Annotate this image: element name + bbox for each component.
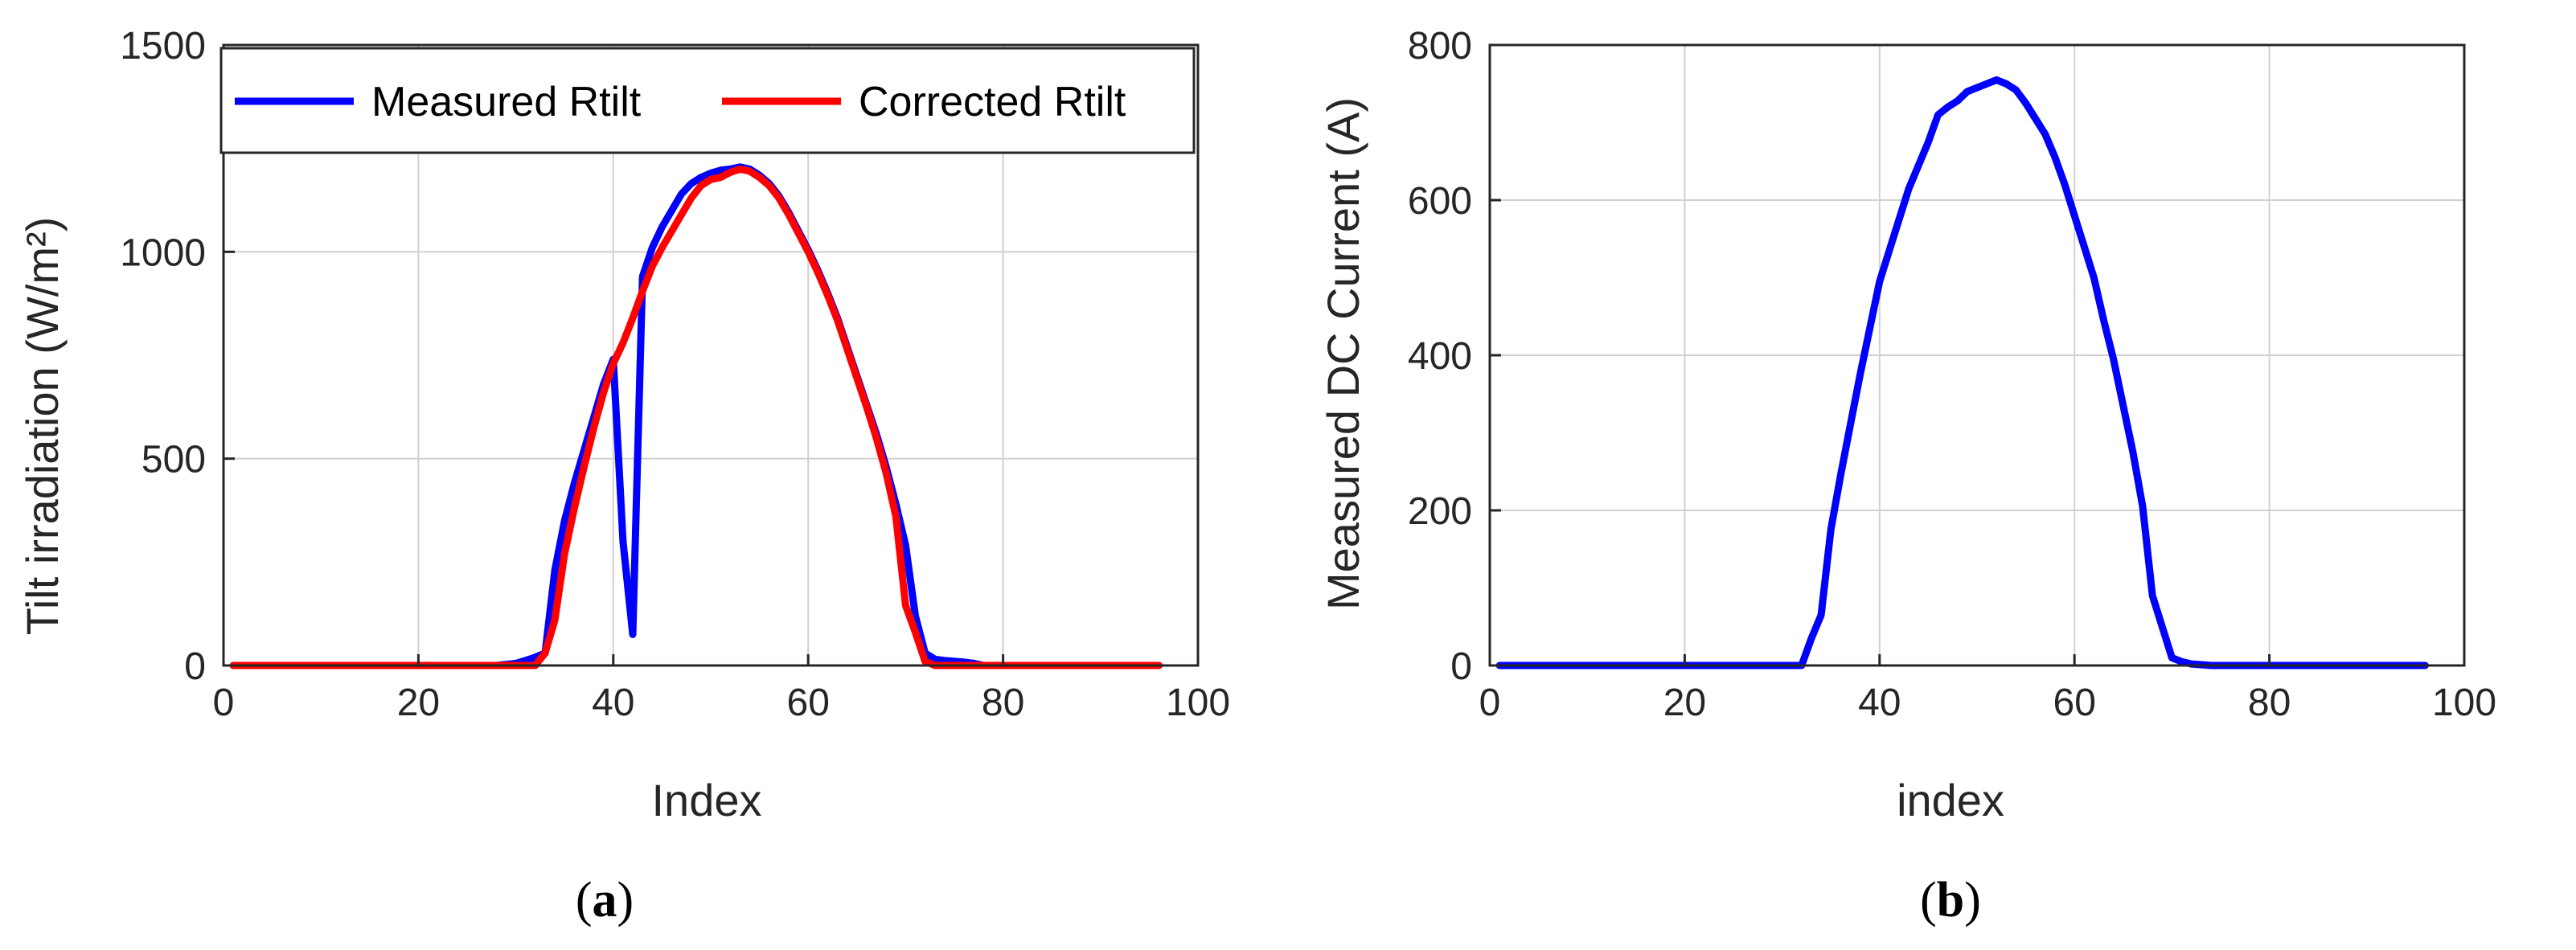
chart-b-caption-close: )	[1964, 873, 1981, 927]
chart-a-x-tick-label: 80	[982, 682, 1024, 724]
chart-a-x-tick-label: 20	[397, 682, 440, 724]
chart-a-caption-open: (	[576, 873, 593, 927]
chart-b-series-0-line	[1495, 76, 2429, 670]
chart-b-ticks: 0 20 40 60 80 100 0 200 400 600 800	[1408, 25, 2496, 724]
legend-box	[219, 47, 1196, 154]
chart-b-x-tick-label: 40	[1858, 682, 1901, 724]
chart-a-x-tick-label: 40	[592, 682, 634, 724]
chart-a-y-tick-label: 500	[142, 439, 206, 481]
legend-label-measured: Measured Rtilt	[371, 79, 642, 125]
chart-a-x-tick-label: 100	[1166, 682, 1230, 724]
chart-b-caption: (b)	[1920, 873, 1981, 927]
chart-b-y-tick-label: 800	[1408, 25, 1472, 68]
chart-a-x-axis-label: Index	[652, 775, 762, 825]
chart-a-y-tick-label: 1000	[120, 231, 206, 274]
legend-label-corrected: Corrected Rtilt	[859, 79, 1126, 125]
chart-a-series-0-line	[229, 163, 1163, 670]
chart-a-caption-letter: a	[593, 873, 617, 927]
chart-b-y-tick-label: 400	[1408, 335, 1472, 378]
chart-b-caption-letter: b	[1937, 873, 1964, 927]
chart-b-grid	[1489, 44, 2465, 666]
chart-a-legend: Measured Rtilt Corrected Rtilt	[219, 47, 1196, 154]
chart-a-y-axis-label: Tilt irradiation (W/m²)	[17, 217, 68, 636]
chart-a-series	[229, 163, 1163, 670]
chart-a-series-1-line	[229, 165, 1163, 670]
chart-a-caption: (a)	[576, 873, 634, 927]
chart-b-x-tick-label: 60	[2053, 682, 2096, 724]
chart-b-y-tick-label: 200	[1408, 490, 1472, 533]
chart-b-x-tick-label: 80	[2248, 682, 2291, 724]
chart-b-y-tick-label: 600	[1408, 180, 1472, 223]
chart-a-plot-frame	[222, 43, 1200, 667]
chart-b-x-tick-label: 20	[1663, 682, 1706, 724]
chart-b-y-axis-label: Measured DC Current (A)	[1318, 97, 1368, 610]
chart-a-x-tick-label: 60	[787, 682, 830, 724]
chart-b-caption-open: (	[1920, 873, 1937, 927]
chart-b-y-tick-label: 0	[1450, 645, 1472, 688]
chart-b-x-tick-label: 100	[2432, 682, 2496, 724]
chart-b-series	[1495, 76, 2429, 670]
chart-a-x-tick-label: 0	[213, 682, 235, 724]
chart-a-y-tick-label: 0	[184, 645, 206, 688]
chart-a-y-tick-label: 1500	[120, 25, 206, 68]
chart-b-x-axis-label: index	[1897, 775, 2004, 825]
chart-a-caption-close: )	[617, 873, 634, 927]
chart-b-x-tick-label: 0	[1479, 682, 1501, 724]
chart-b: 0 20 40 60 80 100 0 200 400 600 800 index Measured…	[1318, 25, 2496, 927]
